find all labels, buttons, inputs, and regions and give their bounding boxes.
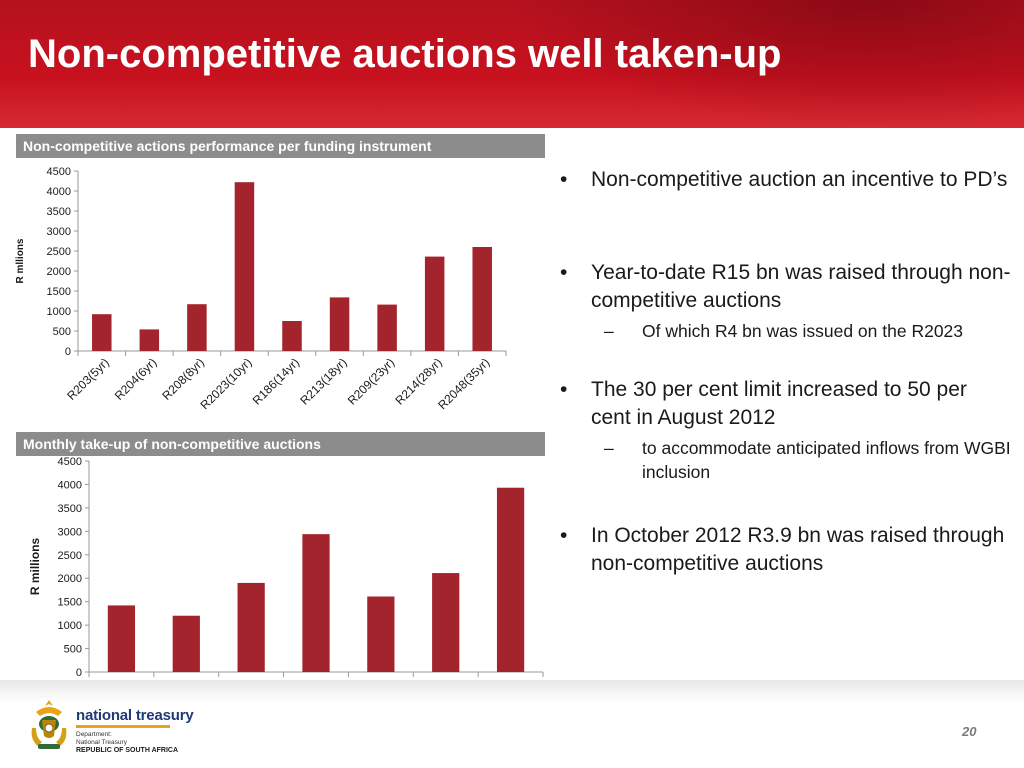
- sub-bullet-dash: –: [604, 438, 614, 458]
- logo-line-2: National Treasury: [76, 739, 127, 746]
- footer-band: [0, 680, 1024, 768]
- y-tick-label: 2500: [47, 246, 71, 258]
- bar-r2048-35yr-: [472, 247, 492, 351]
- chart2-header: Monthly take-up of non-competitive aucti…: [16, 432, 545, 456]
- sub-bullet-text: Of which R4 bn was issued on the R2023: [642, 321, 964, 341]
- bar-july-12: [302, 534, 330, 672]
- y-tick-label: 500: [64, 644, 82, 656]
- logo-line-1: Department:: [76, 731, 112, 738]
- logo-line-3: REPUBLIC OF SOUTH AFRICA: [76, 747, 179, 754]
- page-title: Non-competitive auctions well taken-up: [28, 32, 782, 76]
- bullet-dot: •: [560, 524, 568, 547]
- page-number: 20: [962, 724, 977, 739]
- y-tick-label: 4000: [47, 186, 71, 198]
- x-tick-label: R213(18yr): [297, 355, 349, 407]
- bullet-text: Non-competitive auction an incentive to …: [591, 168, 1008, 191]
- x-tick-label: R2048(35yr): [435, 355, 492, 412]
- bar-r213-18yr-: [329, 297, 350, 351]
- y-tick-label: 3500: [47, 206, 71, 218]
- y-tick-label: 2000: [47, 266, 71, 278]
- bullet-text: In October 2012 R3.9 bn was raised throu…: [591, 524, 1005, 575]
- y-tick-label: 500: [53, 326, 71, 338]
- chart1-header: Non-competitive actions performance per …: [16, 134, 545, 158]
- y-tick-label: 0: [65, 346, 71, 358]
- bar-r186-14yr-: [282, 321, 302, 351]
- bullet-text: Year-to-date R15 bn was raised through n…: [591, 261, 1011, 312]
- y-tick-label: 1000: [47, 306, 71, 318]
- bar-apr-12: [107, 605, 136, 672]
- logo-text: national treasury Department: National T…: [76, 707, 194, 755]
- bar-r209-23yr-: [377, 304, 397, 351]
- y-tick-label: 2000: [58, 573, 82, 585]
- bullet-text: The 30 per cent limit increased to 50 pe…: [591, 378, 967, 429]
- y-tick-label: 3500: [58, 503, 82, 515]
- y-tick-label: 3000: [58, 526, 82, 538]
- sub-bullet-text: to accommodate anticipated inflows from …: [642, 438, 1011, 482]
- y-tick-label: 4000: [58, 479, 82, 491]
- coat-of-arms-logo: [31, 700, 67, 749]
- bar-may-12: [172, 615, 200, 672]
- y-tick-label: 1000: [58, 620, 82, 632]
- y-tick-label: 3000: [47, 226, 71, 238]
- funding-instrument-bar-chart: 0 500 1000 1500 2000 2500 3000 3500 4000 4500 R203…: [15, 166, 507, 412]
- y-tick-label: 0: [76, 667, 82, 679]
- y-axis-label: R mllions: [15, 238, 26, 283]
- bar-sept-12: [432, 573, 460, 672]
- bar-r2023-10yr-: [234, 182, 255, 351]
- x-tick-label: R209(23yr): [345, 355, 397, 407]
- bullet-dot: •: [560, 261, 568, 284]
- x-tick-label: R2023(10yr): [198, 355, 255, 412]
- x-tick-label: R208(8yr): [159, 355, 207, 403]
- bar-r204-6yr-: [139, 329, 160, 351]
- logo-underline: [76, 725, 170, 728]
- bar-r214-28yr-: [424, 256, 445, 351]
- bar-oct-12: [496, 487, 525, 672]
- bullet-dot: •: [560, 168, 568, 191]
- y-axis-label: R millions: [28, 538, 42, 596]
- y-tick-label: 4500: [58, 456, 82, 468]
- y-tick-label: 1500: [58, 597, 82, 609]
- bar-june-12: [237, 582, 265, 672]
- bar-r203-5yr-: [92, 314, 112, 351]
- sub-bullet-dash: –: [604, 321, 614, 341]
- y-tick-label: 4500: [47, 166, 71, 178]
- x-tick-label: R203(5yr): [64, 355, 112, 403]
- logo-name: national treasury: [76, 707, 194, 724]
- y-tick-label: 1500: [47, 286, 71, 298]
- bar-aug-12: [367, 596, 395, 672]
- monthly-takeup-bar-chart: 050010001500200025003000350040004500Apr-…: [28, 456, 544, 698]
- title-bar: [0, 0, 1024, 128]
- y-tick-label: 2500: [58, 550, 82, 562]
- bar-r208-8yr-: [187, 304, 207, 351]
- x-tick-label: R204(6yr): [112, 355, 160, 403]
- bullet-dot: •: [560, 378, 568, 401]
- x-tick-label: R186(14yr): [250, 355, 302, 407]
